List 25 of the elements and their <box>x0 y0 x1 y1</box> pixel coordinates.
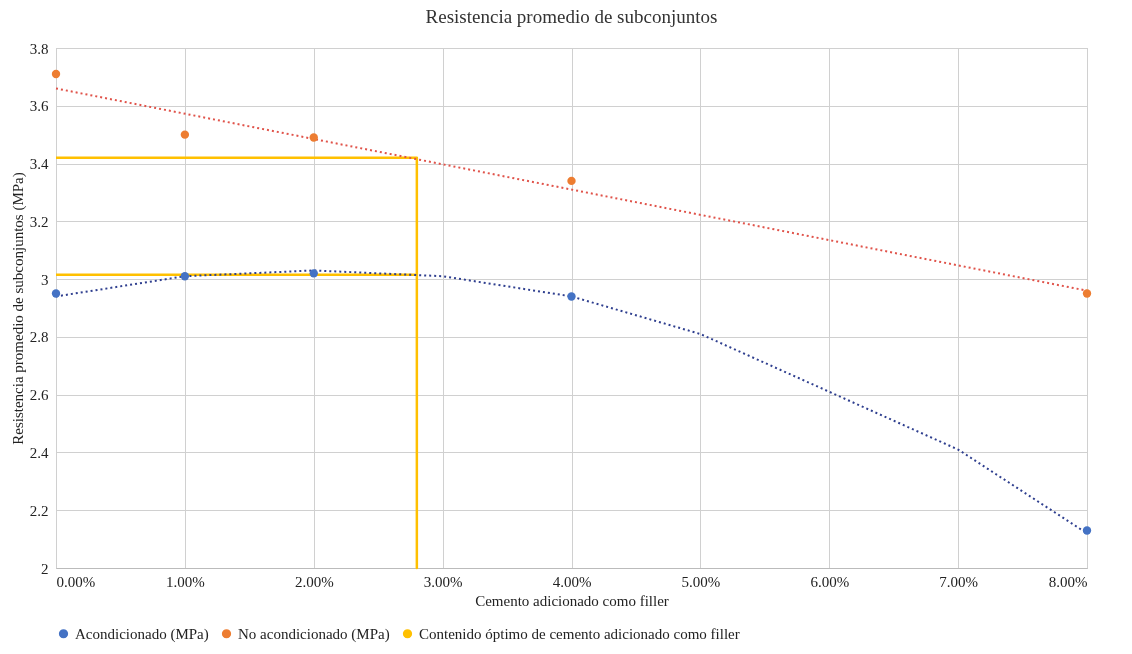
x-tick-label: 3.00% <box>423 573 463 590</box>
x-tick-label: 6.00% <box>810 573 850 590</box>
y-tick-label: 3 <box>41 271 49 288</box>
y-tick-label: 3.6 <box>29 98 49 115</box>
chart-title: Resistencia promedio de subconjuntos <box>425 6 718 27</box>
x-axis-title: Cemento adicionado como filler <box>475 592 669 609</box>
y-tick-label: 3.4 <box>29 156 49 173</box>
x-tick-label: 7.00% <box>939 573 978 590</box>
legend-label: No acondicionado (MPa) <box>238 625 390 643</box>
y-tick-label: 2 <box>41 560 49 577</box>
y-tick-label: 3.2 <box>29 213 49 230</box>
y-tick-label: 2.2 <box>29 502 49 519</box>
y-tick-label: 2.4 <box>29 444 49 461</box>
y-tick-label: 2.6 <box>29 387 49 404</box>
x-tick-label: 5.00% <box>681 573 721 590</box>
y-tick-label: 2.8 <box>29 329 49 346</box>
x-tick-label: 1.00% <box>166 573 205 590</box>
legend-label: Contenido óptimo de cemento adicionado como filler <box>419 625 740 642</box>
x-tick-label: 2.00% <box>294 573 334 590</box>
legend-label: Acondicionado (MPa) <box>75 625 209 643</box>
x-tick-label: 0.00% <box>56 573 96 590</box>
x-tick-label: 8.00% <box>1048 573 1088 590</box>
y-tick-label: 3.8 <box>29 40 49 57</box>
x-tick-label: 4.00% <box>552 573 592 590</box>
y-axis-title: Resistencia promedio de subconjuntos (MPa) <box>9 172 27 445</box>
